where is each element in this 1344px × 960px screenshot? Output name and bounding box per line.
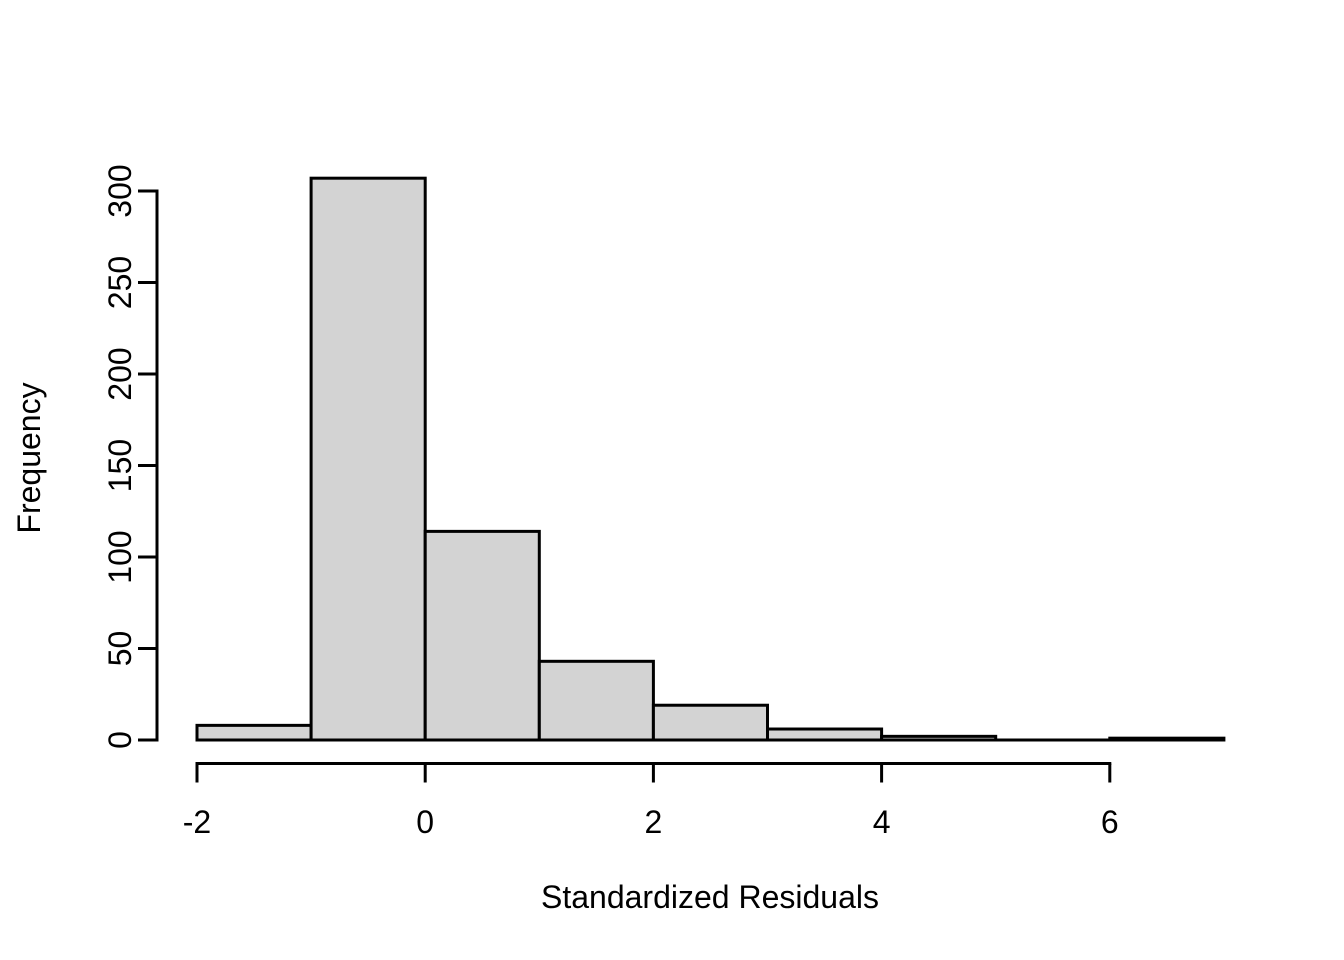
histogram-bar bbox=[1108, 736, 1226, 742]
x-tick-label: 6 bbox=[1101, 804, 1119, 840]
bars-group bbox=[195, 176, 1226, 742]
y-tick-label: 100 bbox=[102, 530, 138, 583]
y-tick-label: 50 bbox=[102, 631, 138, 667]
y-tick-label: 0 bbox=[102, 731, 138, 749]
y-tick-label: 250 bbox=[102, 256, 138, 309]
histogram-bar bbox=[880, 734, 998, 742]
histogram-bar bbox=[766, 727, 884, 742]
histogram-bar bbox=[195, 723, 313, 742]
x-tick-label: -2 bbox=[183, 804, 211, 840]
histogram-bar bbox=[423, 529, 541, 742]
histogram-bar bbox=[537, 659, 655, 742]
x-tick-label: 2 bbox=[645, 804, 663, 840]
x-tick-label: 0 bbox=[416, 804, 434, 840]
y-axis-title: Frequency bbox=[11, 382, 47, 533]
y-tick-label: 200 bbox=[102, 347, 138, 400]
y-tick-label: 300 bbox=[102, 164, 138, 217]
x-axis-title: Standardized Residuals bbox=[541, 879, 879, 915]
histogram-bar bbox=[309, 176, 427, 742]
histogram-bar bbox=[651, 703, 770, 742]
x-tick-label: 4 bbox=[873, 804, 891, 840]
x-axis: -2 0 2 4 6 bbox=[183, 762, 1119, 840]
y-axis: 0 50 100 150 200 250 300 bbox=[102, 164, 159, 749]
y-tick-label: 150 bbox=[102, 439, 138, 492]
